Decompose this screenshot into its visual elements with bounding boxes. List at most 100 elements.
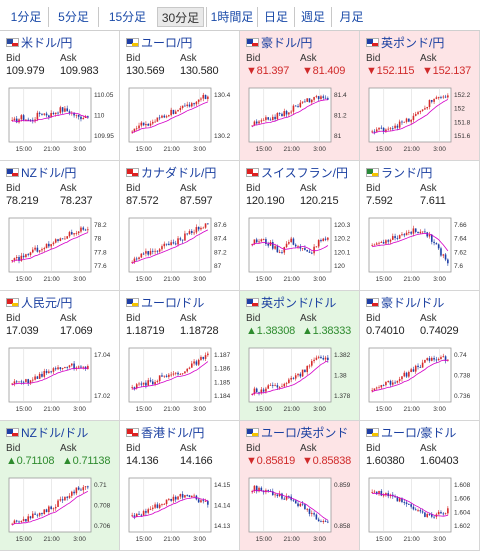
currency-pair-card[interactable]: ユーロ/ドル Bid Ask 1.18719 1.18728 1.187 1.186 1.18… <box>120 291 240 421</box>
candle-body <box>327 521 329 523</box>
pair-title[interactable]: 人民元/円 <box>6 296 72 310</box>
pair-title[interactable]: ユーロ/豪ドル <box>366 426 456 440</box>
mini-candlestick-chart[interactable]: 152.2 152 151.8 151.6 15:00 21:00 3:00 <box>365 84 477 156</box>
candle-body <box>13 520 16 524</box>
currency-pair-card[interactable]: ユーロ/英ポンド Bid Ask ▼0.85819 ▼0.85838 0.859 0.858… <box>240 421 360 551</box>
mini-candlestick-chart[interactable]: 1.608 1.606 1.604 1.602 15:00 21:00 3:00 <box>365 474 477 546</box>
mini-candlestick-chart[interactable]: 0.859 0.858 15:00 21:00 3:00 <box>245 474 357 546</box>
tab-timeframe-7[interactable]: 週足 <box>294 7 331 27</box>
mini-candlestick-chart[interactable]: 0.71 0.708 0.706 15:00 21:00 3:00 <box>5 474 117 546</box>
currency-pair-card[interactable]: NZドル/ドル Bid Ask ▲0.71108 ▲0.71138 0.71 0.708 0.… <box>0 421 120 551</box>
candle-body <box>57 112 59 114</box>
tab-timeframe-1[interactable]: 1分足 <box>10 10 42 24</box>
candle-body <box>442 356 445 358</box>
currency-pair-card[interactable]: スイスフラン/円 Bid Ask 120.190 120.215 120.3 120.2 12… <box>240 161 360 291</box>
candle-body <box>68 495 71 498</box>
pair-title[interactable]: 豪ドル/ドル <box>366 296 444 310</box>
candle-body <box>253 388 256 394</box>
pair-title[interactable]: 香港ドル/円 <box>126 426 204 440</box>
mini-candlestick-chart[interactable]: 17.04 17.02 15:00 21:00 3:00 <box>5 344 117 416</box>
candle-body <box>200 98 202 100</box>
flag-uk-icon <box>246 298 259 307</box>
tab-timeframe-6[interactable]: 日足 <box>257 7 294 27</box>
candle-body <box>327 98 329 100</box>
pair-title[interactable]: 米ドル/円 <box>6 36 72 50</box>
candle-body <box>204 355 207 359</box>
candle-body <box>66 108 69 112</box>
currency-pair-card[interactable]: 香港ドル/円 Bid Ask 14.136 14.166 14.15 14.14 14.13 1… <box>120 421 240 551</box>
candle-body <box>68 232 71 237</box>
candle-body <box>25 254 27 258</box>
currency-pair-card[interactable]: 米ドル/円 Bid Ask 109.979 109.983 110.05 110 109.95… <box>0 31 120 161</box>
currency-pair-card[interactable]: 英ポンド/ドル Bid Ask ▲1.38308 ▲1.38333 1.382 1.38 1.… <box>240 291 360 421</box>
mini-candlestick-chart[interactable]: 1.382 1.38 1.378 15:00 21:00 3:00 <box>245 344 357 416</box>
tab-timeframe-8[interactable]: 月足 <box>331 7 371 27</box>
candle-body <box>428 234 431 237</box>
currency-pair-card[interactable]: 豪ドル/円 Bid Ask ▼81.397 ▼81.409 81.4 81.2 81 15:00… <box>240 31 360 161</box>
pair-name: ユーロ/豪ドル <box>381 426 457 440</box>
moving-average-line <box>131 497 209 518</box>
pair-title[interactable]: スイスフラン/円 <box>246 166 348 180</box>
currency-pair-card[interactable]: 英ポンド/円 Bid Ask ▼152.115 ▼152.137 152.2 152 151.… <box>360 31 480 161</box>
pair-title[interactable]: カナダドル/円 <box>126 166 216 180</box>
pair-title[interactable]: ユーロ/ドル <box>126 296 204 310</box>
x-tick-label: 3:00 <box>313 146 326 153</box>
currency-pair-card[interactable]: ランド/円 Bid Ask 7.592 7.611 7.66 7.64 7.62 7.6 15:0… <box>360 161 480 291</box>
candle-body <box>151 250 154 252</box>
currency-pair-card[interactable]: ユーロ/豪ドル Bid Ask 1.60380 1.60403 1.608 1.606 1.6… <box>360 421 480 551</box>
tab-timeframe-4[interactable]: 30分足 <box>157 7 204 27</box>
mini-candlestick-chart[interactable]: 0.74 0.738 0.736 15:00 21:00 3:00 <box>365 344 477 416</box>
tab-timeframe-3[interactable]: 15分足 <box>98 7 156 27</box>
mini-candlestick-chart[interactable]: 110.05 110 109.95 15:00 21:00 3:00 <box>5 84 117 156</box>
candle-body <box>41 373 43 377</box>
pair-title[interactable]: NZドル/ドル <box>6 426 88 440</box>
candle-body <box>444 254 447 260</box>
mini-candlestick-chart[interactable]: 1.187 1.186 1.185 1.184 15:00 21:00 3:00 <box>125 344 237 416</box>
bid-price: 17.039 <box>6 325 39 337</box>
mini-candlestick-chart[interactable]: 120.3 120.2 120.1 120 15:00 21:00 3:00 <box>245 214 357 286</box>
currency-pair-card[interactable]: 豪ドル/ドル Bid Ask 0.74010 0.74029 0.74 0.738 0.736… <box>360 291 480 421</box>
pair-title[interactable]: ユーロ/英ポンド <box>246 426 348 440</box>
currency-pair-card[interactable]: NZドル/円 Bid Ask 78.219 78.237 78.2 78 77.8 77.6 15… <box>0 161 120 291</box>
candle-body <box>70 363 73 366</box>
tab-timeframe-5[interactable]: 1時間足 <box>206 7 257 27</box>
candle-body <box>18 381 20 383</box>
candle-body <box>414 509 417 511</box>
mini-candlestick-chart[interactable]: 7.66 7.64 7.62 7.6 15:00 21:00 3:00 <box>365 214 477 286</box>
candle-body <box>437 97 440 99</box>
currency-pair-card[interactable]: 人民元/円 Bid Ask 17.039 17.069 17.04 17.02 15:00 21… <box>0 291 120 421</box>
candle-body <box>202 227 205 229</box>
candle-body <box>375 491 378 494</box>
tab-timeframe-2[interactable]: 5分足 <box>48 7 98 27</box>
mini-candlestick-chart[interactable]: 87.6 87.4 87.2 87 15:00 21:00 3:00 <box>125 214 237 286</box>
candle-body <box>138 383 140 385</box>
candle-body <box>140 122 143 126</box>
candle-body <box>320 521 322 523</box>
pair-title[interactable]: 英ポンド/ドル <box>246 296 336 310</box>
candle-body <box>378 490 380 494</box>
pair-title[interactable]: 豪ドル/円 <box>246 36 312 50</box>
bid-price: 120.190 <box>246 195 285 207</box>
candle-body <box>260 389 263 393</box>
candle-body <box>145 124 147 126</box>
candle-body <box>285 496 288 500</box>
candle-body <box>73 233 75 235</box>
mini-candlestick-chart[interactable]: 14.15 14.14 14.13 15:00 21:00 3:00 <box>125 474 237 546</box>
candle-body <box>414 228 417 232</box>
mini-candlestick-chart[interactable]: 81.4 81.2 81 15:00 21:00 3:00 <box>245 84 357 156</box>
mini-candlestick-chart[interactable]: 78.2 78 77.8 77.6 15:00 21:00 3:00 <box>5 214 117 286</box>
pair-name: 豪ドル/ドル <box>381 296 445 310</box>
currency-pair-card[interactable]: カナダドル/円 Bid Ask 87.572 87.597 87.6 87.4 87.2 87 1… <box>120 161 240 291</box>
candle-body <box>73 491 75 494</box>
pair-title[interactable]: ユーロ/円 <box>126 36 192 50</box>
candle-body <box>18 119 20 123</box>
pair-title[interactable]: 英ポンド/円 <box>366 36 444 50</box>
pair-name: NZドル/ドル <box>21 426 89 440</box>
x-tick-label: 3:00 <box>433 146 446 153</box>
pair-title[interactable]: ランド/円 <box>366 166 432 180</box>
candle-body <box>38 112 41 114</box>
chart-plot-area <box>248 217 332 273</box>
currency-pair-card[interactable]: ユーロ/円 Bid Ask 130.569 130.580 130.4 130.2 15:00… <box>120 31 240 161</box>
pair-title[interactable]: NZドル/円 <box>6 166 76 180</box>
mini-candlestick-chart[interactable]: 130.4 130.2 15:00 21:00 3:00 <box>125 84 237 156</box>
